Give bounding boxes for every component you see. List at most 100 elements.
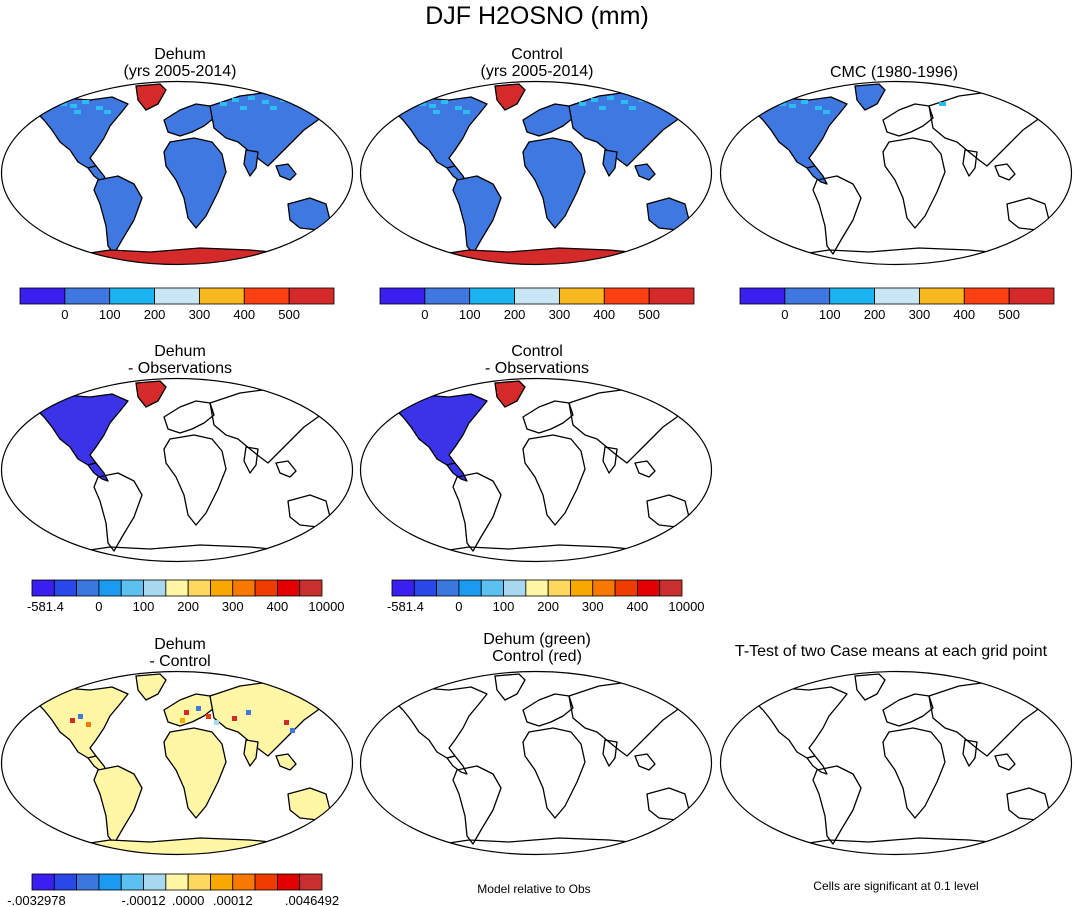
continent-southAmerica (93, 765, 143, 845)
snow-cell (441, 100, 448, 104)
snow-cell (655, 102, 662, 106)
colorbar-box (547, 579, 571, 597)
panel-title-dehum: Dehum (yrs 2005-2014) (0, 46, 360, 80)
colorbar-box (603, 287, 650, 305)
colorbar-box (31, 873, 55, 891)
continent-europe (882, 103, 934, 137)
map-panel-dehum-control (0, 670, 354, 856)
map-panel-dehum (0, 80, 354, 266)
colorbar-box (165, 579, 189, 597)
panel-title-line1: Dehum (154, 636, 206, 653)
snow-cell (82, 100, 89, 104)
snow-cell (823, 110, 830, 114)
colorbar-box (288, 287, 335, 305)
panel-title-line1: Dehum (154, 46, 206, 63)
colorbar-box (436, 579, 460, 597)
continent-northAmerica (35, 686, 129, 759)
continent-greenland (494, 380, 526, 408)
snow-cell (74, 110, 81, 114)
colorbar-label: 500 (998, 307, 1020, 322)
snow-cell (240, 106, 247, 110)
continent-southAmerica (452, 765, 502, 845)
colorbar-label: 200 (177, 599, 199, 614)
colorbar-box (559, 287, 605, 305)
colorbar-label: .00012 (213, 893, 253, 907)
colorbar-label: 0 (455, 599, 462, 614)
continent-antarctica (64, 247, 302, 265)
map-frame (719, 670, 1073, 856)
colorbar-label: 400 (267, 599, 289, 614)
colorbar-box (614, 579, 638, 597)
colorbar-box (243, 287, 290, 305)
continent-seAsia (994, 163, 1016, 181)
continent-india (602, 446, 618, 474)
colorbar-label: 0 (781, 307, 788, 322)
continent-northAmerica (394, 96, 488, 169)
colorbar-label: 100 (133, 599, 155, 614)
colorbar-label: 200 (144, 307, 166, 322)
colorbar-label: 300 (222, 599, 244, 614)
colorbar-box (19, 287, 66, 305)
continent-antarctica (423, 837, 661, 855)
continent-southAmerica (452, 175, 502, 255)
continent-northAmerica (754, 96, 848, 169)
colorbar-label: 400 (233, 307, 255, 322)
colorbar-label: 300 (909, 307, 931, 322)
snow-cell (939, 102, 946, 106)
panel-title-line1: Dehum (green) (483, 631, 591, 648)
panel-title-dehum-green: Dehum (green) Control (red) (357, 631, 717, 665)
colorbar-box (299, 579, 323, 597)
colorbar-box (874, 287, 920, 305)
map-frame (359, 670, 713, 856)
continent-australia (287, 197, 331, 231)
colorbar-label: -581.4 (27, 599, 64, 614)
map-frame (0, 670, 354, 856)
colorbar-box (165, 873, 189, 891)
colorbar-box (232, 873, 256, 891)
continent-antarctica (423, 544, 661, 562)
snow-cell (801, 100, 808, 104)
colorbar-label: .0046492 (285, 893, 339, 907)
colorbar-box (98, 873, 122, 891)
continent-india (602, 149, 618, 177)
continent-antarctica (783, 837, 1021, 855)
map-frame (359, 80, 713, 266)
diff-cell (78, 714, 83, 719)
continent-greenland (135, 83, 167, 111)
panel-title-line2: - Control (149, 653, 211, 670)
continent-seAsia (634, 460, 656, 478)
diff-cell (184, 710, 189, 715)
continent-antarctica (64, 544, 302, 562)
snow-cell (60, 102, 67, 106)
continent-africa (522, 137, 586, 229)
continent-asia (568, 681, 682, 757)
snow-cell (248, 96, 255, 100)
colorbar-box (480, 579, 504, 597)
page-title: DJF H2OSNO (mm) (425, 2, 649, 30)
snow-cell (270, 106, 277, 110)
panel-title-cmc: CMC (1980-1996) (714, 64, 1074, 81)
colorbar-box (648, 287, 695, 305)
colorbar-label: 200 (504, 307, 526, 322)
panel-title-control-obs: Control - Observations (357, 343, 717, 377)
panel-title-line1: Control (511, 343, 563, 360)
continent-centralAmerica (446, 755, 468, 775)
panel-title-line2: (yrs 2005-2014) (480, 63, 594, 80)
continent-europe (163, 400, 215, 434)
colorbar-box (963, 287, 1010, 305)
continent-australia (287, 787, 331, 821)
diff-cell (86, 722, 91, 727)
continent-india (602, 739, 618, 767)
panel-title-ttest: T-Test of two Case means at each grid po… (706, 643, 1074, 660)
colorbar-label: 200 (537, 599, 559, 614)
colorbar-dehum-obs: -581.4 0 100 200 300 400 10000 (27, 579, 345, 614)
colorbar-box (469, 287, 515, 305)
continent-greenland (854, 83, 886, 111)
panel-title-line1: Dehum (154, 343, 206, 360)
continent-africa (882, 727, 946, 819)
continent-australia (287, 494, 331, 528)
panel-title-line1: Control (511, 46, 563, 63)
colorbar-label: .0000 (172, 893, 205, 907)
snow-cell (815, 106, 822, 110)
colorbar-box (458, 579, 482, 597)
